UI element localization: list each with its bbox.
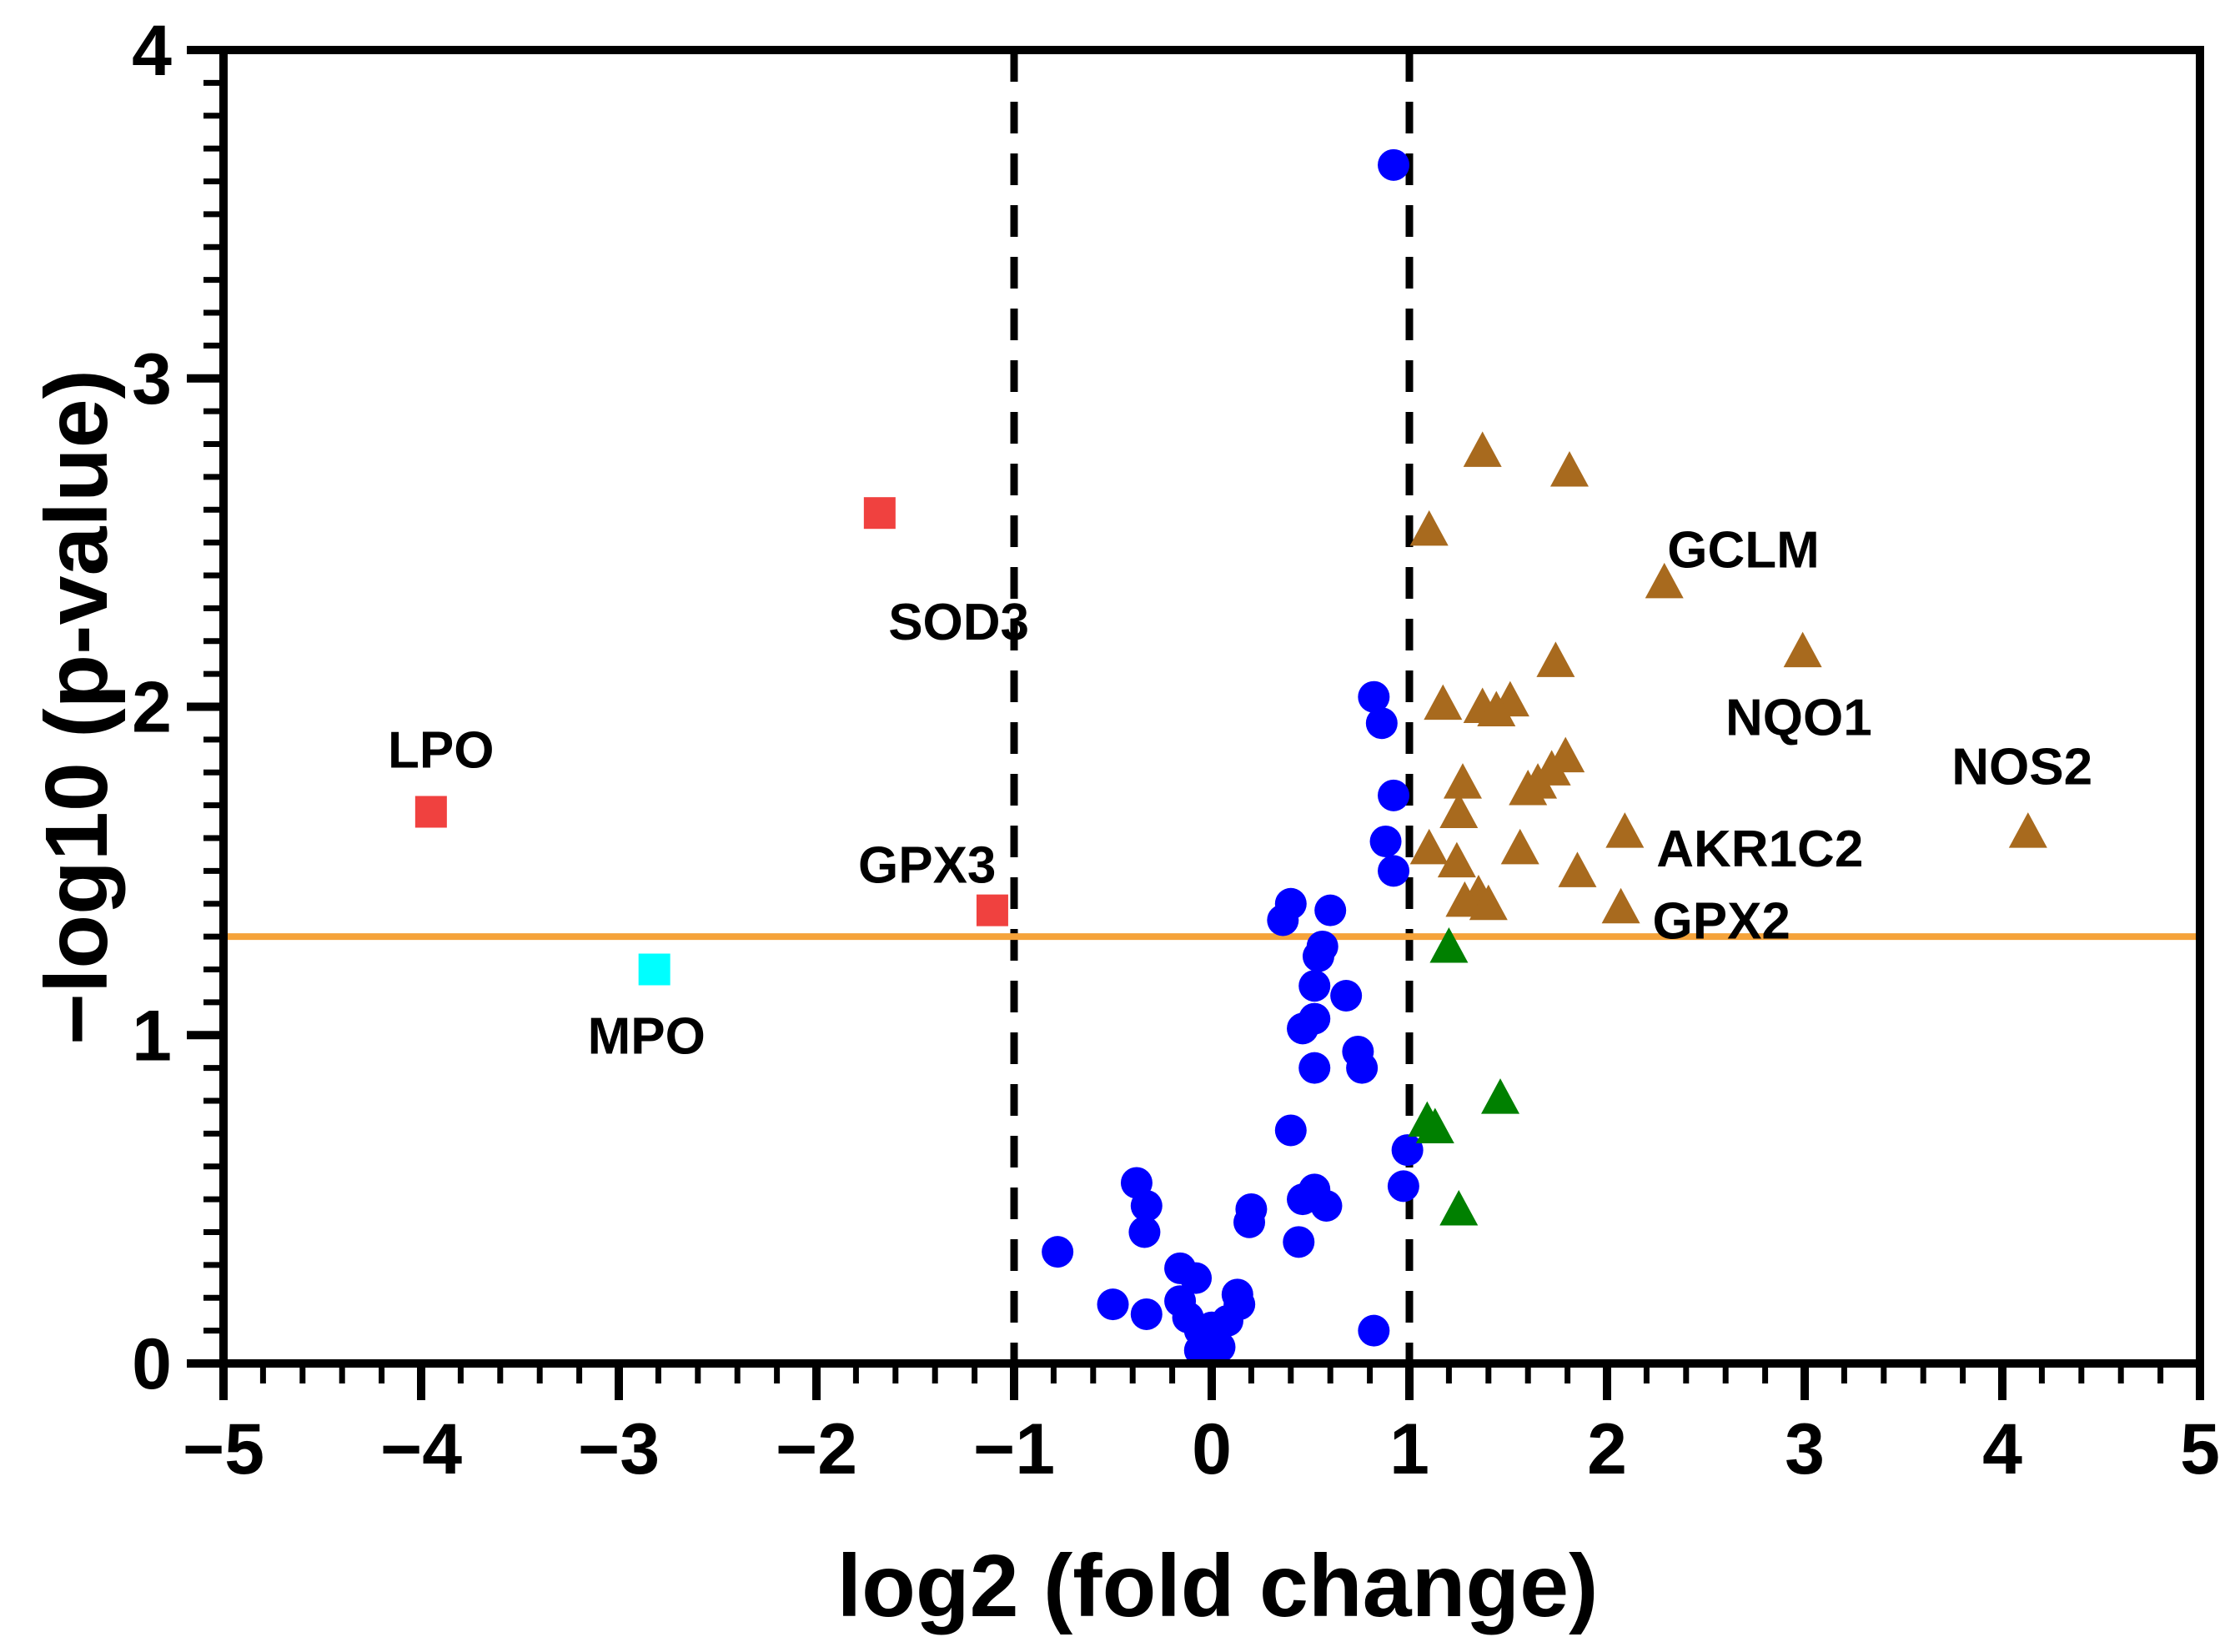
point-upregulated-significant-9 [1477,690,1516,726]
y-axis-title: −log10 (p-value) [28,369,126,1045]
y-tick-label: 4 [132,11,172,91]
label-gpx3: GPX3 [858,837,996,895]
point-upregulated-significant-0 [1463,431,1502,467]
x-tick-label: −3 [578,1409,660,1489]
point-not-significant-14 [1287,1012,1319,1045]
point-not-significant-18 [1274,1114,1307,1147]
y-tick-label: 1 [132,996,172,1076]
point-not-significant-3 [1378,779,1410,811]
point-upregulated-significant-21 [1558,851,1597,887]
point-upregulated-significant-3 [1645,562,1684,599]
data-points [414,148,2047,1367]
y-tick-label: 2 [132,668,172,748]
point-upregulated-not-significant-3 [1415,1107,1454,1144]
plot-border [219,46,2204,1368]
point-downregulated-significant-0 [863,497,896,530]
y-tick-label: 3 [132,339,172,419]
point-labels: SOD3 LPO GPX3 MPO GCLM NQO1 NOS2 AKR1C2 GPX2 [388,522,2092,1066]
point-upregulated-significant-1 [1549,451,1589,487]
point-upregulated-significant-2 [1409,510,1449,546]
point-downregulated-significant-2 [976,894,1008,926]
label-gpx2: GPX2 [1653,892,1790,950]
point-upregulated-significant-23 [1445,881,1484,917]
point-not-significant-20 [1387,1170,1419,1203]
point-upregulated-significant-4 [1783,631,1822,668]
label-lpo: LPO [388,722,494,780]
point-upregulated-significant-24 [1469,884,1508,921]
point-not-significant-10 [1302,940,1334,972]
point-not-significant-1 [1358,680,1390,713]
point-upregulated-significant-18 [1409,828,1449,865]
point-not-significant-5 [1378,855,1410,887]
point-upregulated-significant-15 [1439,792,1479,829]
label-gclm: GCLM [1667,522,1820,580]
point-not-significant-0 [1378,148,1410,181]
point-upregulated-significant-19 [1500,828,1539,865]
x-tick-label: −5 [183,1409,264,1489]
label-sod3: SOD3 [888,594,1029,651]
plot-frame [219,46,2204,1368]
point-not-significant-8 [1314,894,1347,926]
point-not-significant-25 [1233,1206,1266,1238]
point-not-significant-28 [1130,1190,1163,1222]
axis-ticks: −5 −4 −3 −2 −1 0 1 2 3 4 5 0 1 2 3 4 [132,11,2220,1489]
point-not-significant-12 [1330,980,1363,1012]
label-mpo: MPO [588,1007,706,1065]
point-not-significant-30 [1042,1236,1074,1268]
point-not-significant-7 [1267,904,1299,936]
point-not-significant-45 [1358,1314,1390,1347]
point-not-significant-19 [1391,1134,1424,1167]
x-tick-label: 5 [2180,1409,2220,1489]
point-not-significant-11 [1298,970,1331,1002]
point-upregulated-significant-25 [1601,887,1640,924]
x-tick-label: −1 [973,1409,1055,1489]
point-not-significant-33 [1097,1288,1129,1321]
point-upregulated-significant-17 [2008,812,2047,848]
point-downregulated-not-significant-0 [638,953,670,986]
point-downregulated-significant-1 [414,796,447,828]
point-upregulated-significant-16 [1605,812,1645,848]
x-axis-title: log2 (fold change) [837,1537,1599,1635]
point-upregulated-significant-14 [1443,763,1482,799]
point-not-significant-23 [1310,1190,1343,1222]
x-tick-label: 4 [1982,1409,2022,1489]
point-not-significant-16 [1346,1052,1379,1084]
x-tick-label: −2 [776,1409,857,1489]
label-nos2: NOS2 [1951,738,2092,796]
x-tick-label: −4 [380,1409,462,1489]
point-upregulated-significant-13 [1509,769,1548,806]
point-not-significant-29 [1128,1216,1161,1248]
point-upregulated-significant-20 [1437,841,1476,878]
point-not-significant-32 [1180,1262,1213,1294]
point-not-significant-4 [1369,825,1402,857]
label-akr1c2: AKR1C2 [1656,821,1863,878]
x-tick-label: 1 [1389,1409,1429,1489]
x-tick-label: 2 [1587,1409,1627,1489]
x-tick-label: 0 [1192,1409,1232,1489]
x-tick-label: 3 [1785,1409,1825,1489]
point-not-significant-34 [1130,1298,1163,1330]
point-upregulated-significant-5 [1536,641,1575,677]
point-upregulated-not-significant-1 [1481,1078,1520,1114]
point-not-significant-22 [1287,1183,1319,1216]
reference-lines [223,50,2200,1363]
point-upregulated-not-significant-0 [1429,926,1469,963]
point-upregulated-significant-6 [1424,684,1463,721]
point-not-significant-44 [1183,1334,1216,1367]
point-upregulated-not-significant-4 [1439,1189,1479,1226]
point-not-significant-2 [1365,707,1398,740]
point-not-significant-17 [1298,1052,1331,1084]
label-nqo1: NQO1 [1725,689,1872,746]
y-tick-label: 0 [132,1324,172,1404]
point-not-significant-26 [1283,1226,1315,1258]
